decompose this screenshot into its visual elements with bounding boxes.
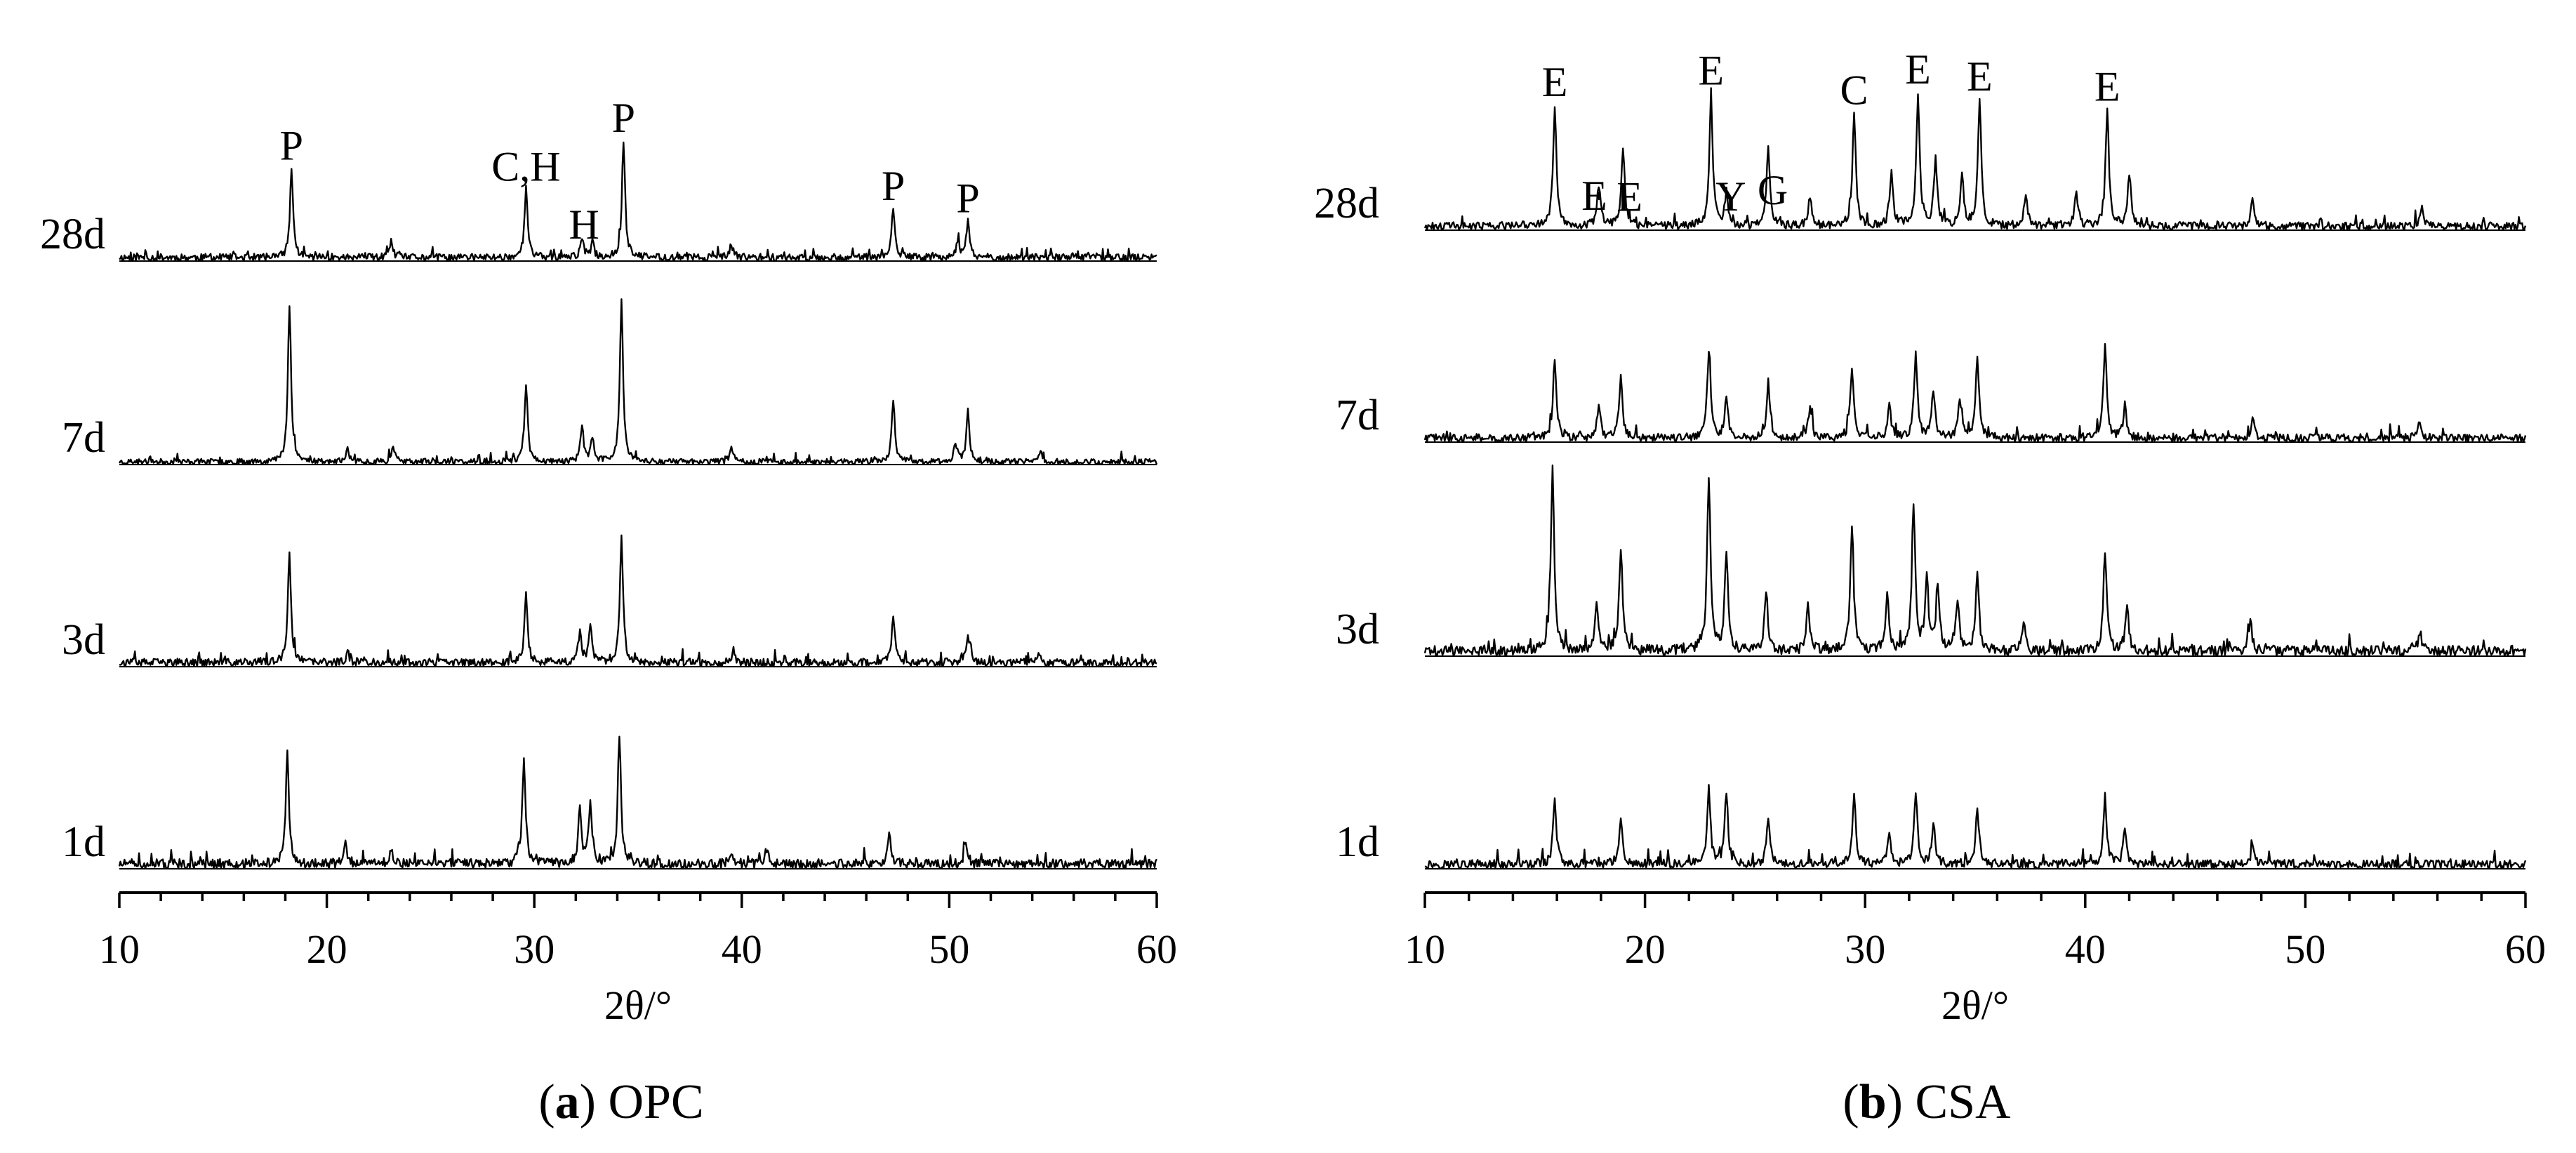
caption-b-text: CSA xyxy=(1915,1075,2011,1129)
x-tick-label: 20 xyxy=(307,926,347,972)
sample-label: 1d xyxy=(62,818,105,866)
peak-label: G xyxy=(1758,167,1788,213)
xrd-pattern-3d xyxy=(1423,464,2527,657)
x-tick-label: 30 xyxy=(514,926,555,972)
x-tick-label: 30 xyxy=(1845,926,1885,972)
caption-b-letter: b xyxy=(1859,1075,1887,1129)
panel-a-opc: 10 20 30 40 50 60 2θ/° 28d P C,HH P P P 7d 3d 1d xyxy=(40,95,1177,1028)
peak-label: H xyxy=(569,201,599,248)
peak-label: E xyxy=(1698,47,1724,93)
x-tick-label: 50 xyxy=(929,926,969,972)
x-tick-label: 40 xyxy=(722,926,762,972)
sample-label: 3d xyxy=(62,616,105,664)
x-tick-label: 50 xyxy=(2285,926,2325,972)
sample-label: 1d xyxy=(1336,818,1379,866)
peak-label: E xyxy=(1616,173,1642,220)
xrd-pattern-28d xyxy=(119,141,1157,262)
peak-label: P xyxy=(956,175,979,222)
x-tick-label: 20 xyxy=(1625,926,1666,972)
peak-label: E xyxy=(2094,63,2120,109)
x-axis-label: 2θ/° xyxy=(1941,982,2009,1028)
peak-label: Y xyxy=(1715,173,1746,220)
x-tick-label: 10 xyxy=(1405,926,1445,972)
x-tick-label: 40 xyxy=(2065,926,2106,972)
peak-label: P xyxy=(612,95,635,141)
xrd-pattern-7d xyxy=(118,298,1158,466)
caption-a-text: OPC xyxy=(608,1075,703,1129)
x-axis-label: 2θ/° xyxy=(604,982,672,1028)
caption-b: (b) CSA xyxy=(1843,1075,2011,1129)
xrd-pattern-28d xyxy=(1423,87,2527,232)
peak-label: P xyxy=(882,163,905,209)
peak-label: C xyxy=(1840,67,1868,113)
sample-label: 28d xyxy=(1314,180,1379,227)
xrd-pattern-1d xyxy=(118,735,1158,870)
sample-label: 28d xyxy=(40,211,105,258)
x-tick-label: 60 xyxy=(1136,926,1177,972)
peak-label: E xyxy=(1905,46,1931,93)
sample-label: 7d xyxy=(62,414,105,462)
x-tick-label: 10 xyxy=(99,926,140,972)
xrd-pattern-7d xyxy=(1423,342,2527,444)
xrd-pattern-3d xyxy=(119,534,1157,668)
peak-label: E xyxy=(1967,53,1993,100)
sample-label: 7d xyxy=(1336,392,1379,439)
peak-label: C,H xyxy=(491,143,560,189)
sample-label: 3d xyxy=(1336,606,1379,653)
peak-label: P xyxy=(280,122,303,168)
peak-label: E xyxy=(1581,173,1607,219)
peak-label: E xyxy=(1542,59,1568,105)
x-tick-label: 60 xyxy=(2505,926,2546,972)
xrd-pattern-1d xyxy=(1424,784,2527,869)
caption-a: (a) OPC xyxy=(538,1075,703,1129)
caption-a-letter: a xyxy=(555,1075,580,1129)
